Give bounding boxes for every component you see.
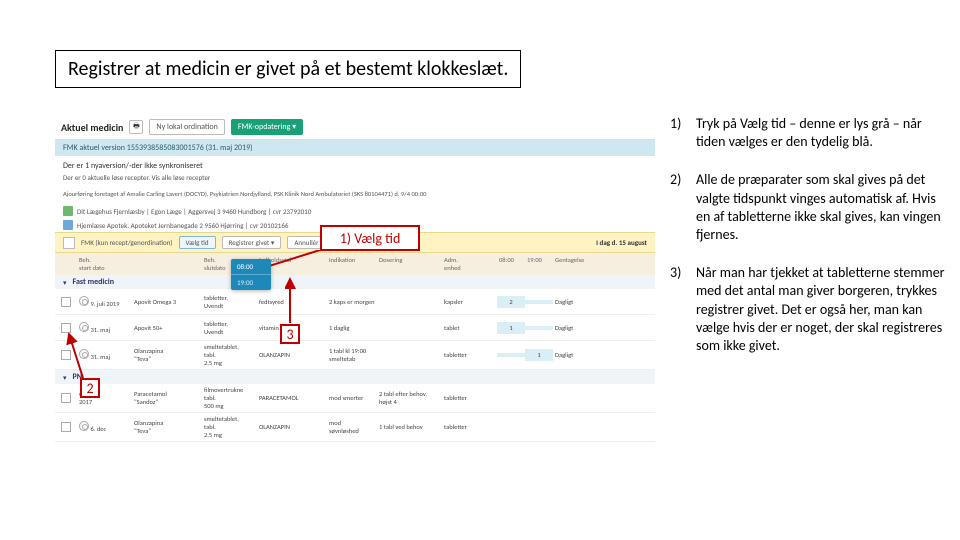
grid-header: Beh.start dato Beh.slutdato Indholdsstof… [55,253,655,275]
topbar-heading: Aktuel medicin [61,121,123,134]
table-row: 31. maj Olanzapina "Teva" smeltetablet, … [55,341,655,370]
col-gentagelse: Gentagelse [553,256,613,272]
meta-line-1: Der er 1 nyaversion/‐der ikke synkronise… [55,156,655,171]
table-row: 9. juli 2019 Apovit Omega 3 tabletter, U… [55,289,655,315]
table-row: 6. dec Olanzapina "Teva" smeltetablet, t… [55,413,655,442]
refresh-icon[interactable] [79,421,89,431]
col-1900: 19:00 [525,256,553,272]
time-option-1[interactable]: 19:00 [231,274,271,290]
registrer-givet-button[interactable]: Registrer givet ▾ [222,236,282,249]
section-pn[interactable]: ▾ PN [55,370,655,384]
annotation-2: 2 [80,378,100,398]
instruction-2-num: 2) [670,171,688,244]
annotation-3: 3 [280,324,300,344]
annotation-1: 1) Vælg tid [320,225,420,251]
vaelg-tid-button[interactable]: Vælg tid [179,236,216,249]
doc-icon [63,206,73,216]
date-label: I dag d. 15 august [596,238,647,247]
row-checkbox[interactable] [61,297,71,307]
arrow-3-to-registrer [285,275,305,325]
row-checkbox[interactable] [61,393,71,403]
instruction-1-text: Tryk på Vælg tid – denne er lys grå – nå… [696,115,945,151]
instruction-1-num: 1) [670,115,688,151]
instruction-3: 3) Når man har tjekket at tabletterne st… [670,264,945,355]
version-strip: FMK aktuel version 1553938585083001576 (… [55,140,655,156]
new-local-button[interactable]: Ny lokal ordination [149,119,224,135]
col-indikation: Indikation [327,256,377,272]
col-startdate: Beh.start dato [77,256,132,272]
page-title-box: Registrer at medicin er givet på et best… [55,50,521,88]
doc-text-0: Dit Lægehus Fjernlæsby | Egon Læge | Agg… [77,207,311,216]
col-0800: 08:00 [497,256,525,272]
section-fast[interactable]: ▾ Fast medicin [55,275,655,289]
instruction-1: 1) Tryk på Vælg tid – denne er lys grå –… [670,115,945,151]
col-adm: Adm.enhed [442,256,497,272]
instruction-3-text: Når man har tjekket at tabletterne stemm… [696,264,945,355]
app-screenshot: Aktuel medicin 🖶 Ny lokal ordination FMK… [55,115,655,475]
row-checkbox[interactable] [61,422,71,432]
annotation-1-text: 1) Vælg tid [340,230,401,247]
doc-icon [63,220,73,230]
col-dosering: Dosering [377,256,442,272]
topbar: Aktuel medicin 🖶 Ny lokal ordination FMK… [55,115,655,140]
arrow-2-to-checkbox [65,330,95,380]
time-option-0[interactable]: 08:00 [231,259,271,274]
instruction-3-num: 3) [670,264,688,355]
time-dropdown[interactable]: 08:00 19:00 [231,259,271,290]
annotation-3-text: 3 [286,326,293,343]
print-icon[interactable]: 🖶 [129,120,143,134]
meta-line-3: Ajourføring foretaget af Amalie Carling … [55,188,655,204]
section-fast-label: Fast medicin [73,277,114,287]
instructions-list: 1) Tryk på Vælg tid – denne er lys grå –… [670,115,945,375]
instruction-2-text: Alle de præparater som skal gives på det… [696,171,945,244]
table-row: 31. maj Apovit 50+ tabletter, Uvendt vit… [55,315,655,341]
chevron-down-icon: ▾ [63,278,67,287]
table-row: 6. dec 2017 Paracetamol "Sandoz" filmove… [55,384,655,413]
checkbox-all[interactable] [63,237,75,249]
page-title: Registrer at medicin er givet på et best… [68,57,508,81]
doc-row-0: Dit Lægehus Fjernlæsby | Egon Læge | Agg… [55,204,655,218]
fmk-update-button[interactable]: FMK-opdatering [231,119,303,135]
meta-line-2: Der er 0 aktuelle løse recepter. Vis all… [55,171,655,188]
annotation-2-text: 2 [86,380,93,397]
refresh-icon[interactable] [79,296,89,306]
doc-text-1: Hjemlæse Apotek. Apoteket Jernbanegade 2… [77,221,288,230]
action-bar-label: FMK (kun recept/genordination) [81,238,173,247]
instruction-2: 2) Alle de præparater som skal gives på … [670,171,945,244]
